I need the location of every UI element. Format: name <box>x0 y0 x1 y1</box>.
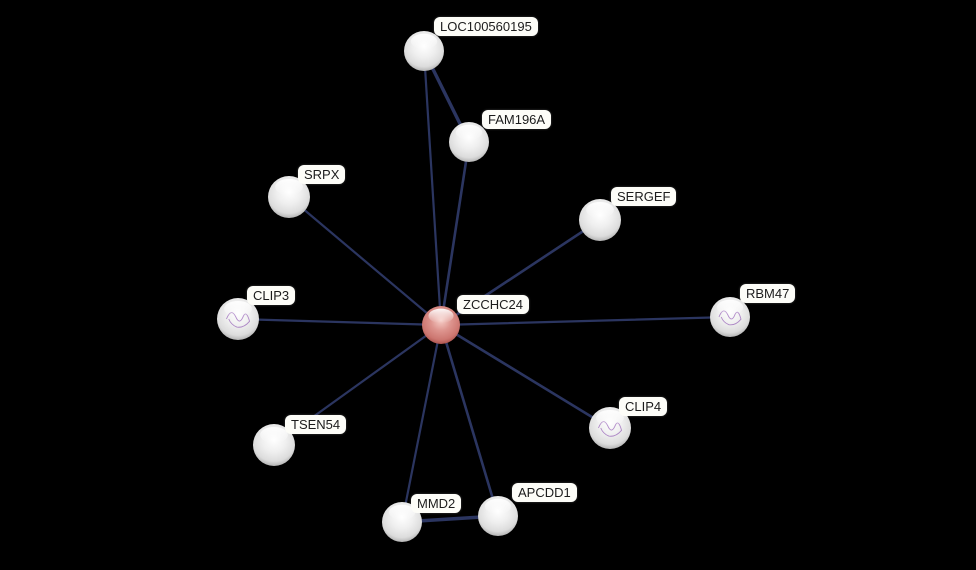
node-label-RBM47[interactable]: RBM47 <box>740 284 796 303</box>
edge-ZCCHC24-MMD2[interactable] <box>400 323 443 524</box>
edge-ZCCHC24-SRPX[interactable] <box>287 195 443 327</box>
sphere-gloss-highlight <box>455 124 483 140</box>
edge-ZCCHC24-CLIP4[interactable] <box>439 323 612 430</box>
edge-ZCCHC24-LOC100560195[interactable] <box>422 49 443 327</box>
node-LOC100560195[interactable] <box>404 31 444 71</box>
node-label-SRPX[interactable]: SRPX <box>298 165 346 184</box>
edge-ZCCHC24-APCDD1[interactable] <box>439 323 500 518</box>
node-label-APCDD1[interactable]: APCDD1 <box>512 483 577 502</box>
node-CLIP4[interactable] <box>589 407 631 449</box>
node-label-TSEN54[interactable]: TSEN54 <box>285 415 347 434</box>
node-SERGEF[interactable] <box>579 199 621 241</box>
node-label-SERGEF[interactable]: SERGEF <box>611 187 677 206</box>
node-label-CLIP4[interactable]: CLIP4 <box>619 397 668 416</box>
sphere-gloss-highlight <box>275 178 303 195</box>
node-label-LOC100560195[interactable]: LOC100560195 <box>434 17 538 36</box>
node-ZCCHC24[interactable] <box>422 306 460 344</box>
node-label-ZCCHC24[interactable]: ZCCHC24 <box>457 295 529 314</box>
edge-ZCCHC24-FAM196A[interactable] <box>439 140 471 327</box>
sphere-gloss-highlight <box>224 300 252 317</box>
node-CLIP3[interactable] <box>217 298 259 340</box>
sphere-gloss-highlight <box>260 426 288 443</box>
sphere-gloss-highlight <box>410 33 438 50</box>
node-TSEN54[interactable] <box>253 424 295 466</box>
node-MMD2[interactable] <box>382 502 422 542</box>
node-APCDD1[interactable] <box>478 496 518 536</box>
sphere-gloss-highlight <box>596 409 624 426</box>
sphere-gloss-highlight <box>586 201 614 218</box>
node-layer <box>217 31 750 542</box>
node-FAM196A[interactable] <box>449 122 489 162</box>
sphere-gloss-highlight <box>484 498 512 514</box>
sphere-gloss-highlight <box>716 299 744 315</box>
sphere-gloss-highlight <box>388 504 416 520</box>
edge-ZCCHC24-RBM47[interactable] <box>439 315 732 327</box>
node-label-FAM196A[interactable]: FAM196A <box>482 110 552 129</box>
node-SRPX[interactable] <box>268 176 310 218</box>
edge-ZCCHC24-CLIP3[interactable] <box>236 317 443 327</box>
sphere-gloss-highlight <box>428 308 454 324</box>
node-RBM47[interactable] <box>710 297 750 337</box>
node-label-CLIP3[interactable]: CLIP3 <box>247 286 296 305</box>
node-label-MMD2[interactable]: MMD2 <box>411 494 462 513</box>
